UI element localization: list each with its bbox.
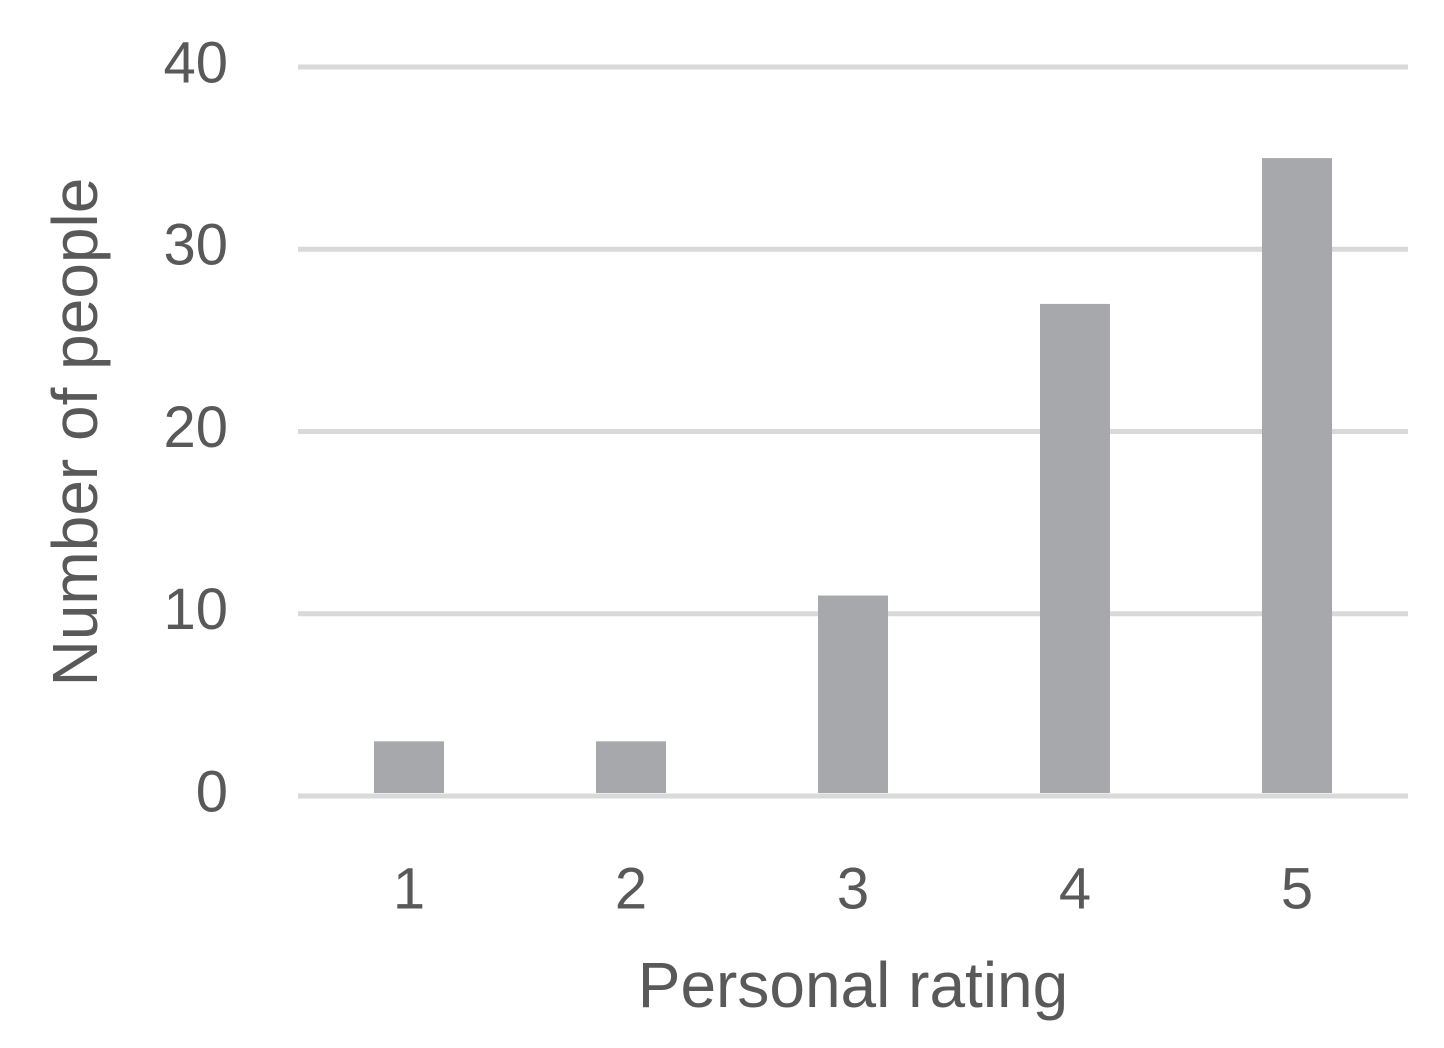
y-tick-label: 0 <box>196 759 228 824</box>
bar <box>1040 303 1110 793</box>
y-tick-label: 10 <box>163 577 228 642</box>
y-axis-label: Number of people <box>39 178 111 687</box>
y-tick-label: 30 <box>163 213 228 278</box>
x-tick-label: 4 <box>1059 856 1091 921</box>
bar <box>596 741 666 793</box>
bar <box>818 595 888 793</box>
bar <box>1262 158 1332 793</box>
x-tick-label: 5 <box>1281 856 1313 921</box>
y-tick-label: 40 <box>163 30 228 95</box>
x-tick-label: 1 <box>393 856 425 921</box>
bar <box>374 741 444 793</box>
x-tick-label: 3 <box>837 856 869 921</box>
x-axis-label: Personal rating <box>638 949 1068 1021</box>
x-tick-label: 2 <box>615 856 647 921</box>
y-tick-label: 20 <box>163 395 228 460</box>
